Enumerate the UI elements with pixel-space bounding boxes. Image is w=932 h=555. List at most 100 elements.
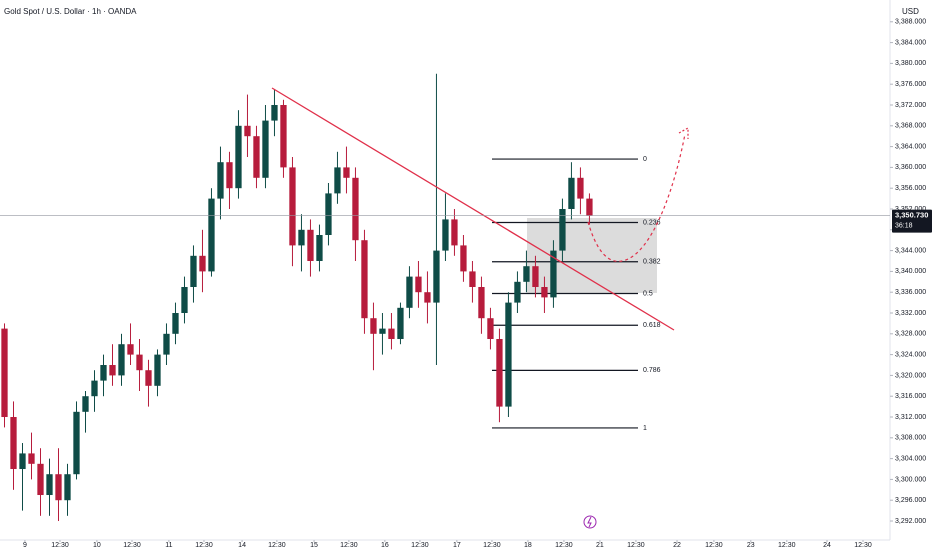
x-tick-label: 9: [23, 542, 27, 549]
candle-body: [541, 287, 548, 298]
candle-body: [118, 344, 125, 376]
drawings-front: [271, 87, 689, 529]
candle-body: [424, 292, 431, 303]
y-tick-label: 3,304.000: [895, 455, 926, 462]
candle-body: [352, 177, 359, 241]
x-tick-label: 11: [165, 542, 172, 549]
drawings-back: 0 0.236 0.382 0.5 0.618 0.786 1: [492, 156, 661, 432]
y-tick-label: 3,376.000: [895, 81, 926, 88]
y-tick-label: 3,372.000: [895, 102, 926, 109]
y-tick-label: 3,332.000: [895, 310, 926, 317]
y-tick-label: 3,292.000: [895, 518, 926, 525]
x-tick-label: 12:30: [51, 542, 69, 549]
candle-body: [379, 328, 386, 334]
x-tick-label: 12:30: [627, 542, 645, 549]
zone-rectangle: [527, 218, 657, 293]
candle-body: [145, 370, 152, 386]
x-tick-label: 17: [453, 542, 461, 549]
candle-body: [73, 411, 80, 475]
y-tick-label: 3,328.000: [895, 331, 926, 338]
candle-body: [568, 177, 575, 210]
x-tick-label: 22: [673, 542, 681, 549]
candle-body: [343, 167, 350, 178]
candle-body: [523, 266, 530, 282]
candle-body: [532, 266, 539, 288]
candle-body: [226, 162, 233, 189]
y-tick-label: 3,316.000: [895, 393, 926, 400]
candle-body: [433, 250, 440, 303]
fib-level-label: 0.786: [643, 367, 661, 374]
x-tick-label: 18: [524, 542, 532, 549]
y-tick-label: 3,340.000: [895, 268, 926, 275]
chart-title: Gold Spot / U.S. Dollar · 1h · OANDA: [4, 7, 137, 16]
fib-level-label: 0.5: [643, 290, 653, 297]
x-tick-label: 21: [596, 542, 604, 549]
candle-body: [271, 104, 278, 121]
candle-body: [163, 333, 170, 355]
candle-body: [136, 354, 143, 371]
candle-body: [64, 474, 71, 501]
y-tick-label: 3,380.000: [895, 60, 926, 67]
y-tick-label: 3,384.000: [895, 39, 926, 46]
x-tick-label: 12:30: [854, 542, 872, 549]
y-tick-label: 3,364.000: [895, 143, 926, 150]
candle-body: [10, 417, 17, 470]
x-tick-label: 10: [93, 542, 101, 549]
candle-body: [325, 193, 332, 236]
candle-body: [487, 318, 494, 340]
candle-body: [505, 302, 512, 407]
y-tick-label: 3,344.000: [895, 247, 926, 254]
x-tick-label: 12:30: [195, 542, 213, 549]
candle-body: [307, 229, 314, 262]
candle-body: [19, 453, 26, 470]
y-tick-label: 3,388.000: [895, 19, 926, 26]
x-tick-label: 12:30: [555, 542, 573, 549]
candle-body: [109, 365, 116, 376]
candle-body: [1, 328, 8, 418]
candle-body: [91, 380, 98, 397]
x-tick-label: 12:30: [268, 542, 286, 549]
y-tick-label: 3,352.000: [895, 206, 926, 213]
candle-body: [406, 276, 413, 308]
candle-body: [154, 354, 161, 386]
x-tick-label: 12:30: [411, 542, 429, 549]
y-tick-label: 3,368.000: [895, 123, 926, 130]
y-tick-label: 3,296.000: [895, 497, 926, 504]
candle-body: [46, 474, 53, 496]
candle-body: [577, 177, 584, 199]
candle-body: [451, 219, 458, 246]
candle-body: [514, 281, 521, 303]
candle-body: [199, 255, 206, 272]
candle-body: [316, 235, 323, 262]
candle-body: [469, 271, 476, 288]
candles: [1, 73, 593, 522]
y-tick-label: 3,356.000: [895, 185, 926, 192]
fib-level-label: 0: [643, 156, 647, 163]
candle-body: [586, 198, 593, 216]
candle-body: [496, 339, 503, 407]
fib-level-label: 0.382: [643, 259, 661, 266]
candle-body: [280, 104, 287, 168]
countdown-label: 36:18: [895, 222, 913, 229]
y-tick-label: 3,360.000: [895, 164, 926, 171]
candle-body: [82, 396, 89, 412]
candle-body: [262, 120, 269, 178]
event-icon[interactable]: [583, 515, 597, 529]
x-tick-label: 24: [823, 542, 831, 549]
candle-body: [253, 136, 260, 178]
candle-body: [559, 209, 566, 251]
candle-body: [460, 245, 467, 272]
x-tick-label: 14: [238, 542, 246, 549]
x-tick-label: 16: [381, 542, 389, 549]
candle-body: [172, 313, 179, 334]
candle-body: [127, 344, 134, 355]
candle-body: [370, 318, 377, 334]
last-price-box: [892, 209, 932, 233]
y-tick-label: 3,336.000: [895, 289, 926, 296]
y-tick-label: 3,308.000: [895, 435, 926, 442]
y-tick-label: 3,320.000: [895, 372, 926, 379]
projection-arrowhead: [678, 126, 689, 139]
